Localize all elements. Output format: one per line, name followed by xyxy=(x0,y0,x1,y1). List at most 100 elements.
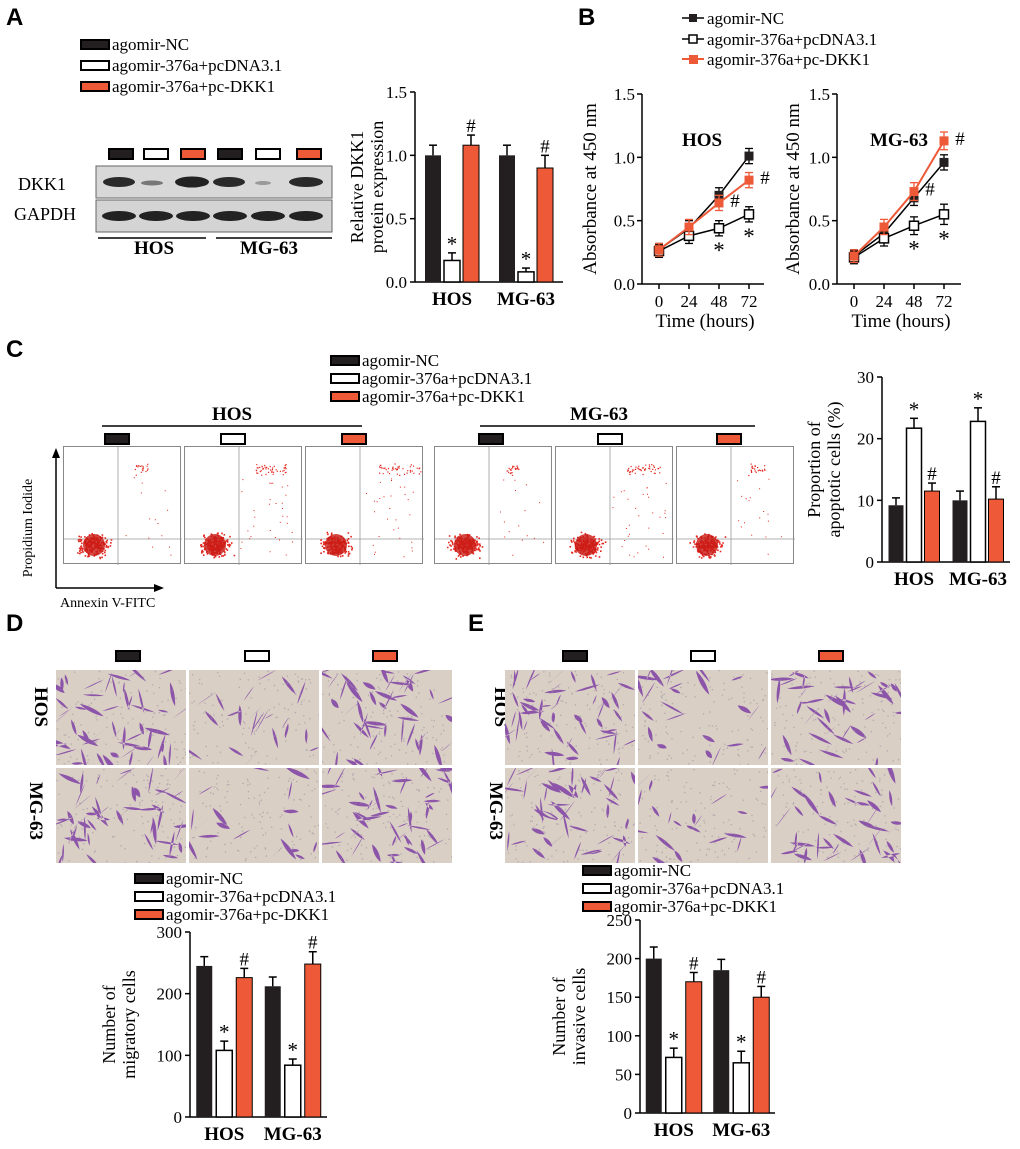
bar-mg-63-0 xyxy=(499,155,515,282)
cell-bodies xyxy=(505,768,635,863)
micro-e-hos-dkk xyxy=(771,670,901,765)
y-tick-label: 0 xyxy=(866,553,875,572)
y-tick-label: 200 xyxy=(157,985,183,1004)
flow-plot-hos-dkk xyxy=(305,446,424,565)
micro-d-hos-nc xyxy=(56,670,186,765)
sig-star: * xyxy=(908,237,920,262)
flow-plot-hos-pcdna xyxy=(184,446,303,565)
micro-background xyxy=(638,768,768,863)
x-tick-label: 0 xyxy=(655,292,664,311)
micro-e-hos-nc xyxy=(505,670,635,765)
chart-d-migration: 0 100 200 300 Number of migratory cells * # HOS *… xyxy=(99,923,327,1145)
micro-background xyxy=(322,768,452,863)
y-tick-label: 200 xyxy=(607,950,633,969)
sig-hash: # xyxy=(540,136,550,157)
sig-star: * xyxy=(909,397,920,421)
bar-mg-63-1 xyxy=(284,1064,302,1118)
panel-label-a: A xyxy=(6,4,24,31)
x-tick-label: HOS xyxy=(894,569,934,590)
y-tick-label: 20 xyxy=(857,430,874,449)
x-tick-label: 72 xyxy=(936,292,953,311)
bar-mg-63-0 xyxy=(952,500,968,562)
micro-e-mg63-dkk xyxy=(771,768,901,863)
chart-title: HOS xyxy=(682,130,722,151)
bar-mg-63-2 xyxy=(536,167,554,283)
y-tick-label: 1.5 xyxy=(386,83,407,102)
legend-swatch-dkk xyxy=(582,901,612,912)
legend-e: agomir-NC agomir-376a+pcDNA3.1 agomir-37… xyxy=(582,862,784,915)
data-point xyxy=(714,198,724,208)
flow-plot-mg63-pcdna xyxy=(555,446,674,565)
sig-star: * xyxy=(521,247,532,271)
y-tick-label: 0.5 xyxy=(614,212,635,231)
micro-e-mg63-pcdna xyxy=(638,768,768,863)
western-blot-image xyxy=(95,165,333,233)
chart-e-invasion: 0 50 100 150 200 250 Number of invasive cells * #… xyxy=(549,911,775,1141)
legend-swatch-pcdna xyxy=(134,891,164,902)
flow-key-dkk xyxy=(341,433,367,445)
sig-hash: # xyxy=(925,180,935,201)
legend-label-dkk: agomir-376a+pc-DKK1 xyxy=(362,387,526,406)
micro-key-nc xyxy=(562,650,588,662)
event-core xyxy=(575,534,597,556)
x-tick-label: 48 xyxy=(711,292,728,311)
x-tick-label: MG-63 xyxy=(712,1120,770,1141)
micro-key-nc xyxy=(115,650,141,662)
micro-background xyxy=(189,768,319,863)
cell-bodies xyxy=(771,768,901,863)
data-point xyxy=(938,209,950,220)
panel-label-d: D xyxy=(6,610,24,637)
y-tick-label: 30 xyxy=(857,368,874,387)
data-point xyxy=(909,187,919,197)
series-line-1 xyxy=(853,213,945,259)
y-tick-label: 150 xyxy=(607,988,633,1007)
x-tick-label: HOS xyxy=(204,1124,244,1145)
bar-hos-1 xyxy=(215,1049,233,1118)
bar-mg-63-0 xyxy=(264,986,281,1117)
cell-bodies xyxy=(56,768,186,863)
micro-background xyxy=(505,768,635,863)
x-tick-label: HOS xyxy=(432,289,472,310)
event-core xyxy=(83,534,105,556)
micro-key-dkk xyxy=(372,650,398,662)
micro-background xyxy=(771,768,901,863)
y-tick-label: 100 xyxy=(607,1027,633,1046)
blot-group-hos: HOS xyxy=(134,238,175,259)
y-tick-label: 0.0 xyxy=(386,273,407,292)
sig-hash: # xyxy=(730,191,740,212)
flow-plot-mg63-dkk xyxy=(676,446,795,565)
cell-bodies xyxy=(189,768,317,860)
micro-e-hos-pcdna xyxy=(638,670,768,765)
x-tick-label: MG-63 xyxy=(497,289,555,310)
y-axis-label: Absorbance at 450 nm xyxy=(580,103,601,275)
legend-label-dkk: agomir-376a+pc-DKK1 xyxy=(166,905,330,924)
chart-title: MG-63 xyxy=(870,130,928,151)
series-line-1 xyxy=(658,213,750,252)
micro-d-mg63-dkk xyxy=(322,768,452,863)
sig-star: * xyxy=(219,1020,230,1044)
blot-group-mg63: MG-63 xyxy=(240,238,299,259)
sig-hash: # xyxy=(927,464,937,485)
data-point xyxy=(879,222,889,232)
chart-c-apoptosis: 0 10 20 30 Proportion of apoptotic cells (%) *… xyxy=(804,368,1010,590)
y-tick-label: 1.5 xyxy=(809,85,830,104)
membrane-pores xyxy=(189,670,319,765)
legend-b-label-pcdna: agomir-376a+pcDNA3.1 xyxy=(707,30,877,49)
lane-key-pcdna xyxy=(143,148,169,160)
x-tick-label: 0 xyxy=(850,292,859,311)
bar-hos-0 xyxy=(425,155,441,282)
flow-key-dkk xyxy=(716,433,742,445)
micro-background xyxy=(56,670,186,765)
blot-group-lines xyxy=(98,237,332,239)
y-axis-label: apoptotic cells (%) xyxy=(824,402,845,538)
cell-bodies xyxy=(638,773,768,863)
legend-swatch-nc xyxy=(330,355,360,366)
data-point xyxy=(743,209,755,220)
series-line-0 xyxy=(853,161,945,257)
x-axis-label: Time (hours) xyxy=(851,311,950,332)
legend-swatch-dkk xyxy=(330,391,360,402)
micro-background xyxy=(189,670,319,765)
data-point xyxy=(744,151,754,161)
flow-xlabel: Annexin V-FITC xyxy=(60,596,156,611)
